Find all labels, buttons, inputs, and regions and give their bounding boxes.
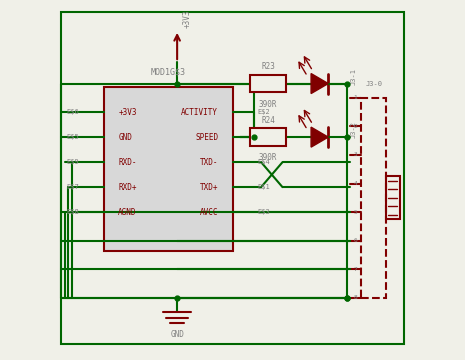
- Text: R24: R24: [261, 116, 275, 125]
- Bar: [104, 87, 232, 251]
- Text: AGND: AGND: [118, 208, 137, 217]
- Polygon shape: [311, 127, 328, 147]
- Polygon shape: [311, 73, 328, 94]
- Text: E$1: E$1: [258, 184, 270, 190]
- Text: E$6: E$6: [66, 109, 79, 115]
- Text: 2: 2: [354, 124, 358, 129]
- Text: E$4: E$4: [258, 159, 270, 165]
- Text: E$3: E$3: [258, 209, 270, 215]
- Text: TXD-: TXD-: [199, 158, 218, 167]
- Text: SPEED: SPEED: [195, 132, 218, 141]
- Text: 3: 3: [354, 153, 358, 157]
- Text: E$7: E$7: [66, 184, 79, 190]
- Bar: [250, 128, 286, 146]
- Text: E$9: E$9: [66, 159, 79, 165]
- Text: 4: 4: [354, 181, 358, 186]
- Text: RXD-: RXD-: [118, 158, 137, 167]
- Text: J3-1: J3-1: [351, 68, 356, 85]
- Bar: [361, 98, 386, 298]
- Text: R23: R23: [261, 62, 275, 71]
- Text: E$8: E$8: [66, 209, 79, 215]
- Text: E$2: E$2: [258, 109, 270, 115]
- Text: MOD1G$3: MOD1G$3: [151, 67, 186, 76]
- Text: 6: 6: [354, 238, 358, 243]
- Bar: [386, 176, 400, 219]
- Text: GND: GND: [170, 330, 184, 339]
- Text: +3V3: +3V3: [182, 10, 192, 28]
- Text: AVCC: AVCC: [199, 208, 218, 217]
- Text: +3V3: +3V3: [118, 108, 137, 117]
- Text: 8: 8: [354, 296, 358, 300]
- Text: E$10: E$10: [258, 134, 274, 140]
- Text: E$5: E$5: [66, 134, 79, 140]
- Text: 5: 5: [354, 210, 358, 215]
- Bar: [250, 75, 286, 93]
- Text: RXD+: RXD+: [118, 183, 137, 192]
- Text: ACTIVITY: ACTIVITY: [181, 108, 218, 117]
- Text: J3-2: J3-2: [351, 121, 356, 139]
- Text: 7: 7: [354, 267, 358, 272]
- Text: 390R: 390R: [259, 100, 278, 109]
- Text: 1: 1: [354, 95, 358, 100]
- Text: GND: GND: [118, 132, 132, 141]
- Text: 390R: 390R: [259, 153, 278, 162]
- Text: TXD+: TXD+: [199, 183, 218, 192]
- Text: J3-0: J3-0: [365, 81, 382, 87]
